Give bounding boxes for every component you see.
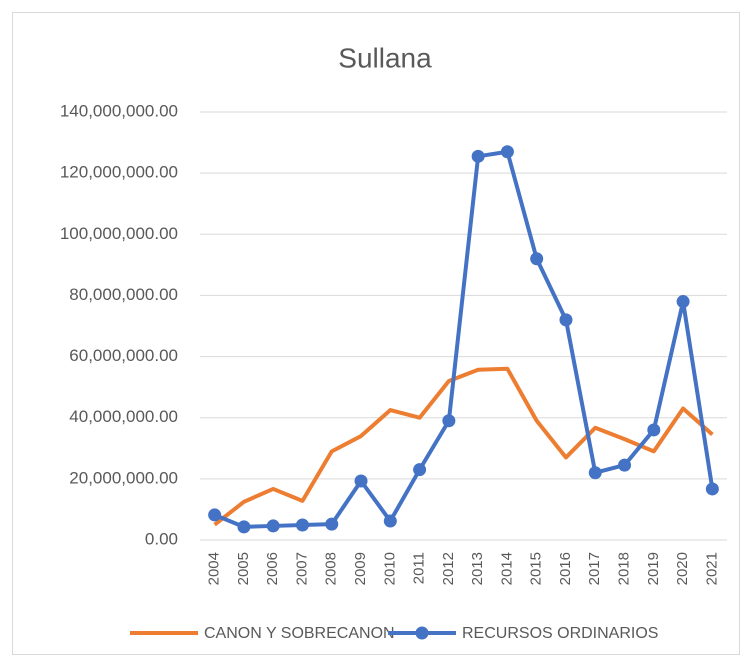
- x-tick-label: 2016: [557, 552, 574, 585]
- legend-label: CANON Y SOBRECANON: [204, 625, 395, 642]
- x-tick-label: 2004: [206, 552, 223, 585]
- x-tick-label: 2015: [528, 552, 545, 585]
- x-tick-label: 2018: [615, 552, 632, 585]
- y-tick-label: 80,000,000.00: [69, 285, 178, 304]
- point: [266, 519, 280, 533]
- x-tick-label: 2007: [293, 552, 310, 585]
- y-tick-label: 0.00: [145, 529, 178, 548]
- y-tick-label: 120,000,000.00: [60, 163, 178, 182]
- point: [647, 423, 661, 437]
- x-tick-label: 2011: [411, 552, 428, 584]
- legend-label: RECURSOS ORDINARIOS: [462, 625, 658, 642]
- x-tick-label: 2012: [440, 552, 457, 585]
- x-tick-label: 2020: [674, 552, 691, 585]
- point: [208, 508, 222, 522]
- point: [530, 252, 544, 266]
- legend-marker: [415, 626, 429, 640]
- point: [237, 520, 251, 534]
- point: [413, 463, 427, 477]
- x-tick-label: 2014: [498, 552, 515, 585]
- point: [295, 518, 309, 532]
- point: [442, 414, 456, 428]
- point: [618, 458, 632, 472]
- point: [471, 149, 485, 163]
- series-line: [213, 366, 714, 527]
- point: [705, 482, 719, 496]
- x-tick-label: 2006: [264, 552, 281, 585]
- y-tick-label: 60,000,000.00: [69, 346, 178, 365]
- x-tick-label: 2008: [323, 552, 340, 585]
- x-tick-label: 2021: [703, 552, 720, 585]
- y-tick-label: 140,000,000.00: [60, 101, 178, 120]
- point: [500, 145, 514, 159]
- point: [676, 295, 690, 309]
- x-tick-label: 2010: [381, 552, 398, 585]
- y-tick-label: 20,000,000.00: [69, 468, 178, 487]
- y-tick-label: 100,000,000.00: [60, 224, 178, 243]
- x-tick-label: 2019: [645, 552, 662, 585]
- x-tick-label: 2013: [469, 552, 486, 585]
- chart-border: [12, 12, 740, 655]
- x-tick-label: 2017: [586, 552, 603, 585]
- point: [588, 466, 602, 480]
- point: [383, 514, 397, 528]
- point: [559, 313, 573, 327]
- x-tick-label: 2005: [235, 552, 252, 585]
- point: [325, 517, 339, 531]
- y-tick-label: 40,000,000.00: [69, 407, 178, 426]
- x-tick-label: 2009: [352, 552, 369, 585]
- chart-title: Sullana: [338, 42, 432, 73]
- point: [354, 474, 368, 488]
